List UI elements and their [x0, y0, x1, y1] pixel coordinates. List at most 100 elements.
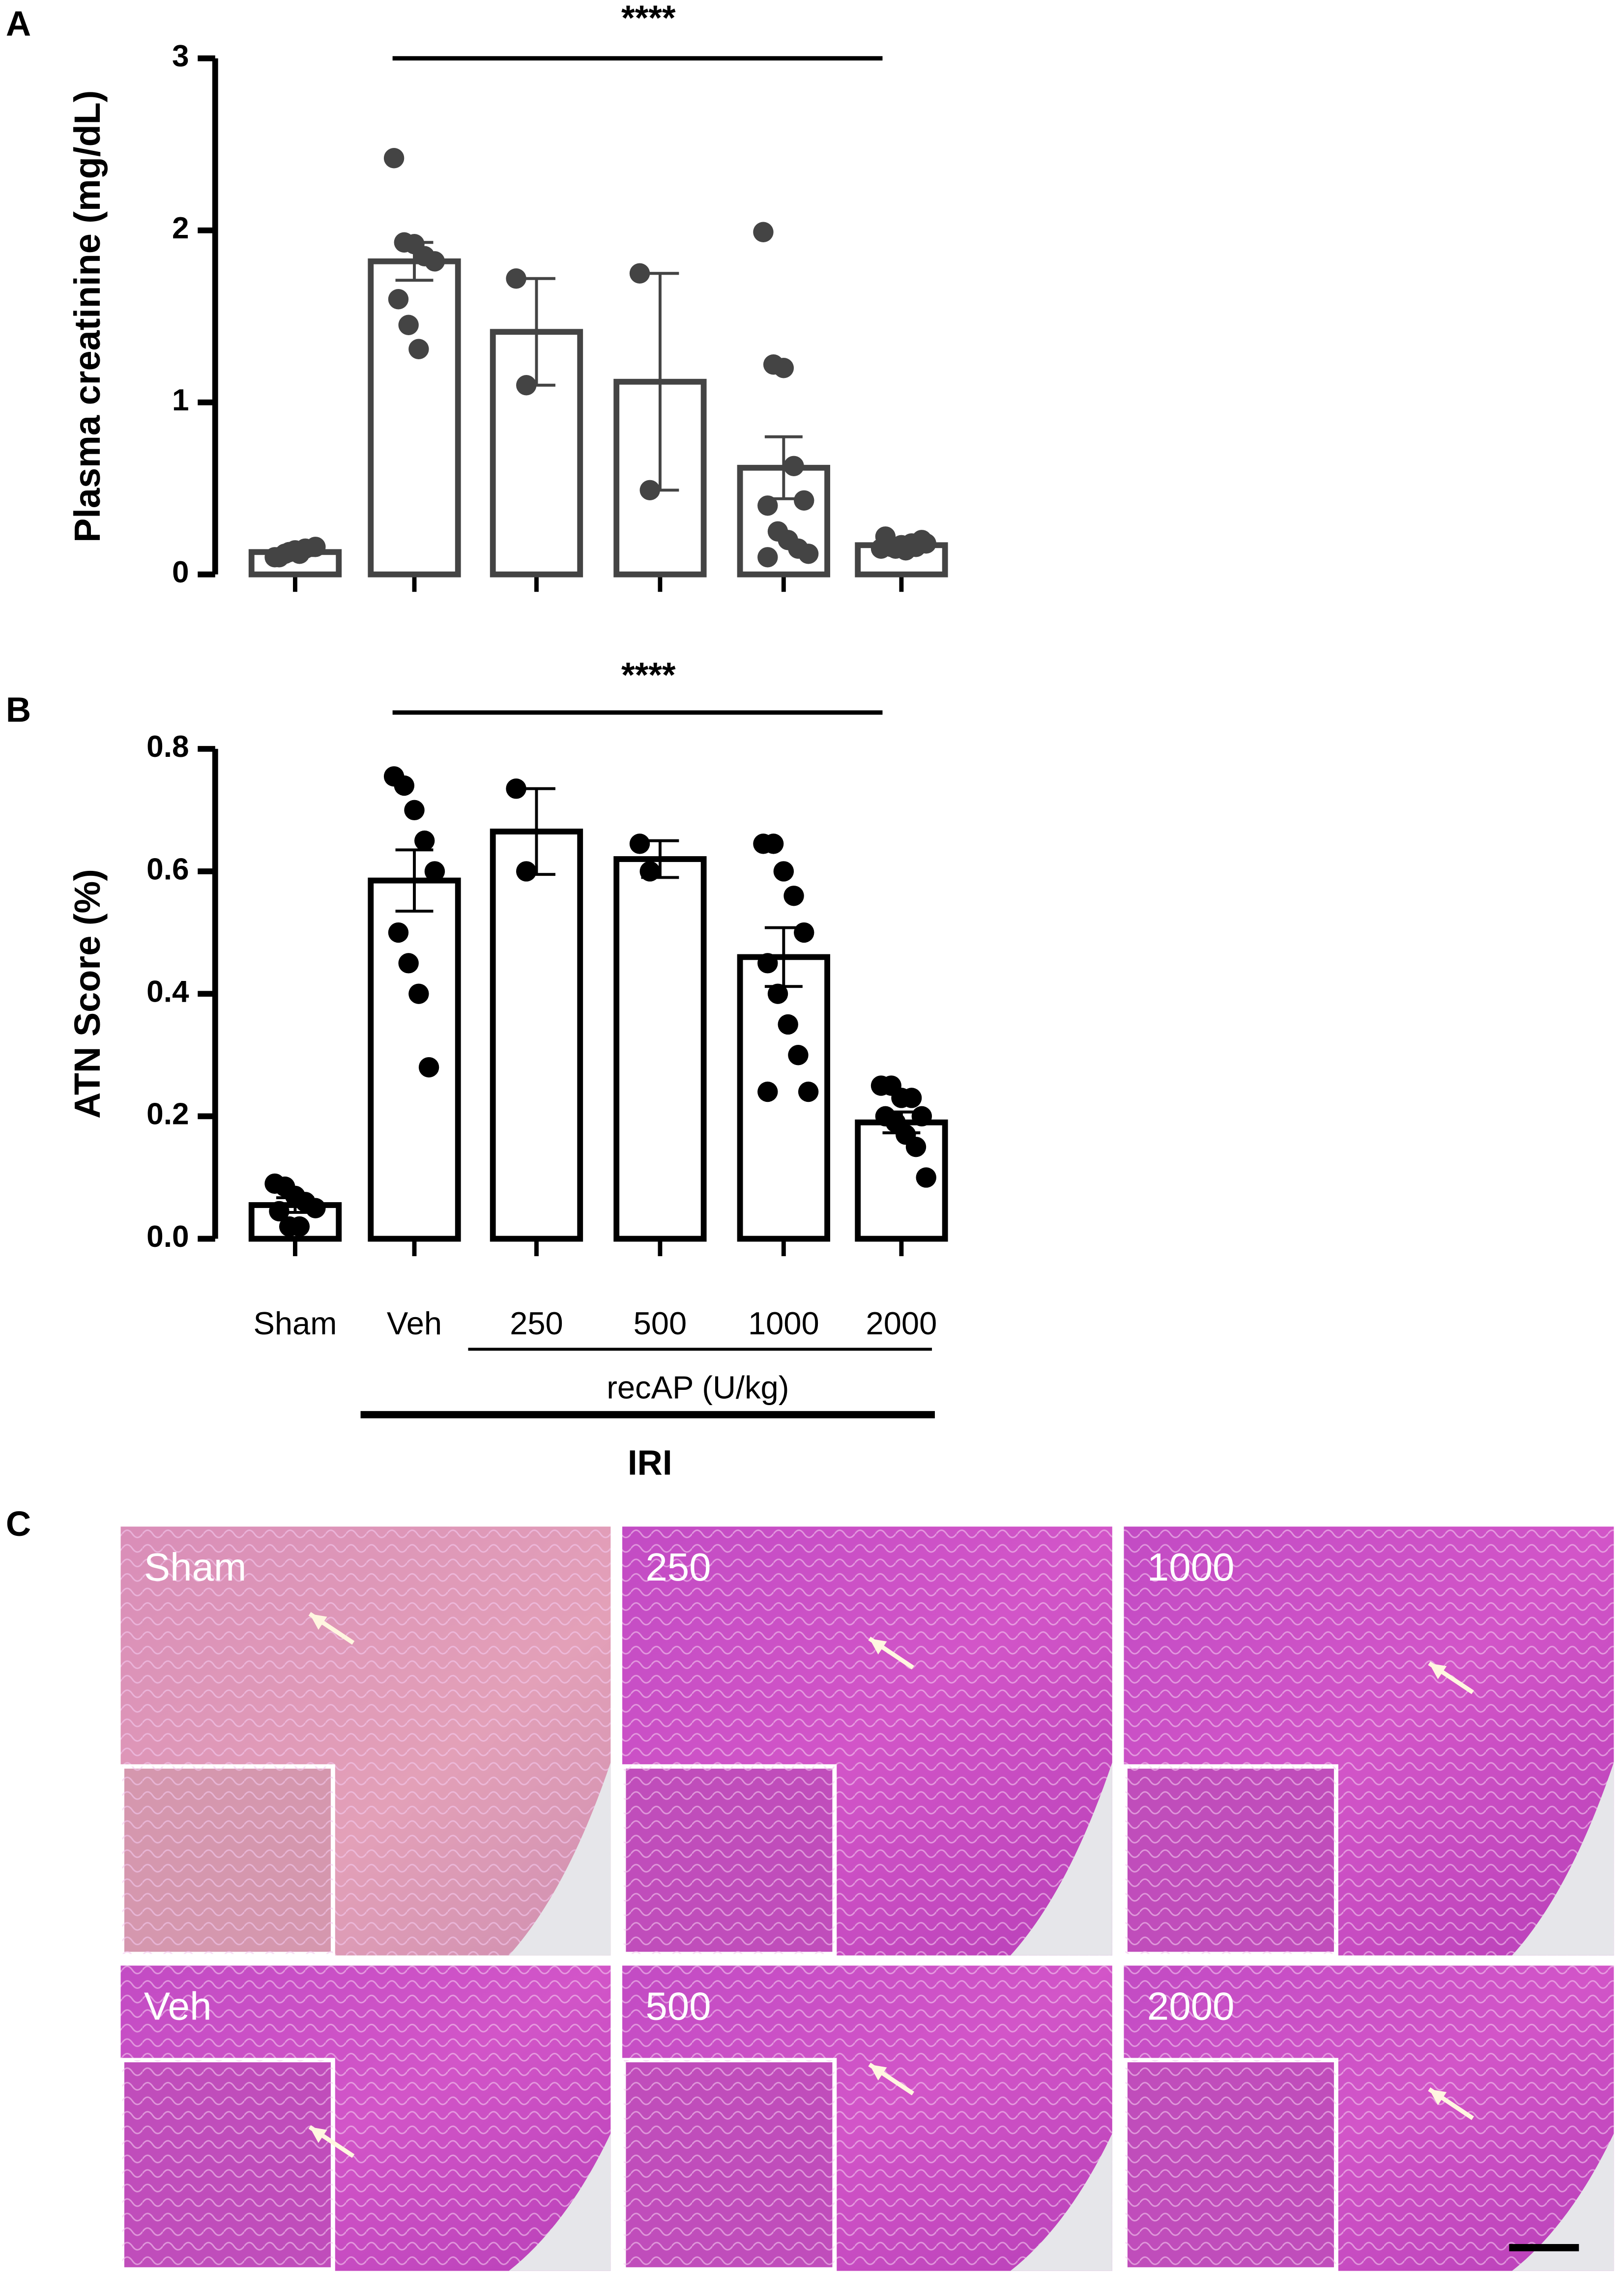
panel-label: B	[6, 691, 31, 730]
data-point	[916, 1167, 936, 1188]
data-point	[798, 544, 819, 564]
data-point	[911, 1106, 932, 1127]
significance-label: ****	[621, 0, 676, 38]
y-axis-title: ATN Score (%)	[67, 869, 108, 1119]
inset-texture	[623, 1766, 835, 1954]
data-point	[305, 1198, 326, 1218]
data-point	[788, 1045, 809, 1065]
arrowhead	[869, 2064, 887, 2081]
x-tick-label: 1000	[748, 1305, 819, 1341]
data-point	[408, 339, 429, 359]
bar	[490, 829, 583, 1242]
panel-label: A	[6, 4, 31, 43]
x-tick-label: 2000	[866, 1305, 937, 1341]
data-point	[778, 1014, 798, 1035]
tissue-edge	[1512, 1762, 1614, 1956]
data-point	[773, 861, 794, 882]
micrograph: 2000	[1123, 1965, 1614, 2272]
arrowhead	[310, 2127, 327, 2143]
data-point	[516, 861, 537, 882]
inset-texture	[623, 2060, 835, 2270]
bar	[368, 258, 461, 577]
y-tick-label: 2	[172, 211, 189, 245]
data-point	[289, 1216, 310, 1237]
data-point	[506, 778, 526, 799]
data-point	[798, 1081, 819, 1102]
micrograph-label: Veh	[144, 1984, 212, 2028]
tissue-edge	[509, 2133, 611, 2271]
x-tick-label: Sham	[253, 1305, 337, 1341]
arrowhead	[1429, 1663, 1447, 1679]
inset-texture	[1125, 2060, 1336, 2270]
data-point	[289, 544, 310, 564]
y-tick-label: 0.0	[146, 1220, 189, 1254]
y-tick-label: 0.8	[146, 730, 189, 764]
data-point	[783, 886, 804, 906]
data-point	[408, 983, 429, 1004]
y-axis-title: Plasma creatinine (mg/dL)	[67, 90, 108, 543]
data-point	[753, 222, 774, 242]
inset-texture	[1125, 1766, 1336, 1954]
y-tick-label: 0.4	[146, 975, 189, 1009]
data-point	[506, 268, 526, 289]
data-point	[305, 537, 326, 557]
data-point	[418, 1057, 439, 1078]
group-label: IRI	[628, 1444, 672, 1483]
data-point	[414, 830, 435, 851]
x-tick-label: Veh	[387, 1305, 442, 1341]
data-point	[398, 953, 419, 974]
micrograph: 1000	[1123, 1526, 1614, 1957]
arrowhead	[310, 1613, 327, 1630]
tissue-edge	[509, 1762, 611, 1956]
data-point	[398, 315, 419, 335]
tissue-edge	[1010, 2133, 1112, 2271]
data-point	[901, 1088, 922, 1108]
data-point	[757, 953, 778, 974]
data-point	[773, 358, 794, 378]
data-point	[388, 289, 409, 310]
data-point	[394, 775, 415, 796]
significance-label: ****	[621, 656, 676, 695]
micrograph-label: Sham	[144, 1545, 247, 1589]
micrograph-label: 2000	[1147, 1984, 1235, 2028]
tissue-edge	[1512, 2133, 1614, 2271]
y-tick-label: 1	[172, 383, 189, 417]
micrograph: Veh	[120, 1965, 611, 2272]
inset-texture	[122, 2060, 333, 2270]
micrograph-label: 500	[645, 1984, 711, 2028]
micrograph-label: 1000	[1147, 1545, 1235, 1589]
y-tick-label: 0.2	[146, 1097, 189, 1131]
bar	[368, 877, 461, 1242]
data-point	[404, 800, 425, 821]
data-point	[767, 983, 788, 1004]
data-point	[629, 263, 650, 284]
x-tick-label: 500	[634, 1305, 687, 1341]
data-point	[757, 547, 778, 568]
data-point	[763, 834, 784, 854]
micrograph: 250	[621, 1526, 1112, 1957]
data-point	[794, 490, 814, 511]
group-label: recAP (U/kg)	[607, 1369, 789, 1405]
data-point	[905, 1136, 927, 1157]
data-point	[916, 533, 936, 554]
data-point	[757, 495, 778, 516]
data-point	[783, 456, 804, 476]
data-point	[629, 834, 650, 854]
data-point	[424, 861, 445, 882]
x-tick-label: 250	[510, 1305, 563, 1341]
y-tick-label: 0.6	[146, 852, 189, 886]
panel-label: C	[6, 1505, 31, 1544]
y-tick-label: 3	[172, 39, 189, 73]
arrowhead	[869, 1638, 887, 1655]
inset-texture	[122, 1766, 333, 1954]
micrograph-label: 250	[645, 1545, 711, 1589]
arrowhead	[1429, 2089, 1447, 2105]
data-point	[383, 148, 405, 169]
y-tick-label: 0	[172, 555, 189, 589]
data-point	[388, 922, 409, 943]
data-point	[757, 1081, 778, 1102]
micrograph: 500	[621, 1965, 1112, 2272]
data-point	[424, 251, 445, 272]
